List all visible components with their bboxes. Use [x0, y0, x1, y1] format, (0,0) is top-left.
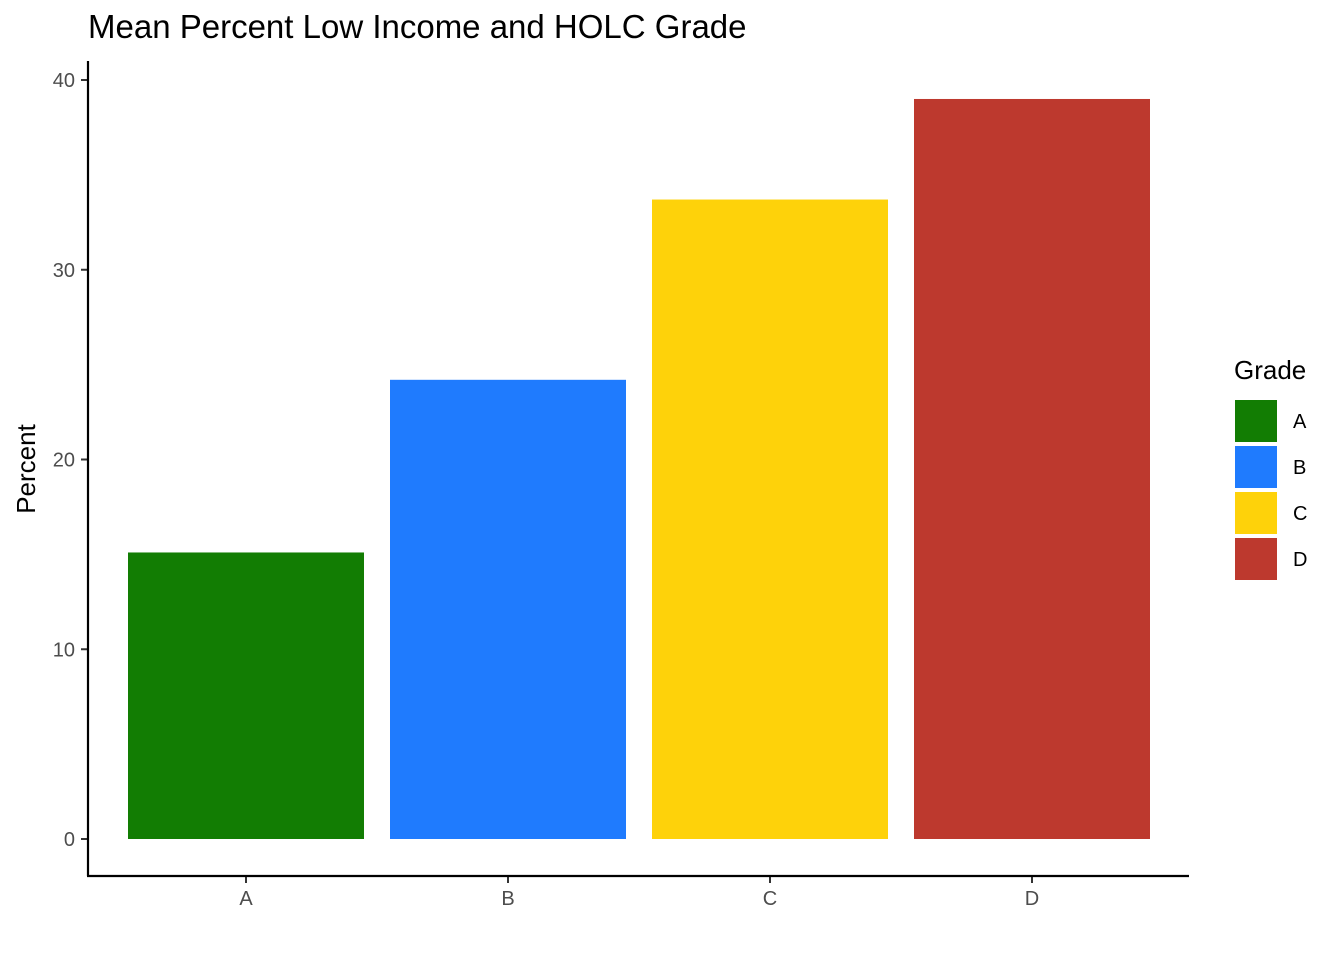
- legend-key-A: [1235, 400, 1277, 442]
- y-tick-label-0: 0: [64, 829, 75, 851]
- legend-label-D: D: [1293, 549, 1307, 571]
- bar-A: [128, 552, 364, 839]
- legend-key-B: [1235, 446, 1277, 488]
- legend: Grade A B C D: [1234, 355, 1307, 580]
- y-axis-ticks: 0 10 20 30 40: [53, 70, 88, 851]
- legend-label-B: B: [1293, 457, 1306, 479]
- bar-C: [652, 199, 888, 840]
- chart-title: Mean Percent Low Income and HOLC Grade: [88, 8, 747, 45]
- legend-label-A: A: [1293, 411, 1307, 433]
- y-tick-label-20: 20: [53, 450, 75, 472]
- x-axis-ticks: A B C D: [239, 876, 1039, 910]
- bars-group: [128, 98, 1150, 840]
- legend-title: Grade: [1234, 355, 1306, 385]
- x-tick-label-A: A: [239, 888, 253, 910]
- bar-D: [914, 98, 1150, 840]
- y-axis-title: Percent: [11, 423, 41, 513]
- y-tick-label-10: 10: [53, 639, 75, 661]
- x-tick-label-C: C: [763, 888, 777, 910]
- legend-key-D: [1235, 538, 1277, 580]
- legend-key-C: [1235, 492, 1277, 534]
- x-tick-label-B: B: [501, 888, 514, 910]
- x-tick-label-D: D: [1025, 888, 1039, 910]
- y-tick-label-40: 40: [53, 70, 75, 92]
- legend-label-C: C: [1293, 503, 1307, 525]
- bar-B: [390, 379, 626, 839]
- y-tick-label-30: 30: [53, 260, 75, 282]
